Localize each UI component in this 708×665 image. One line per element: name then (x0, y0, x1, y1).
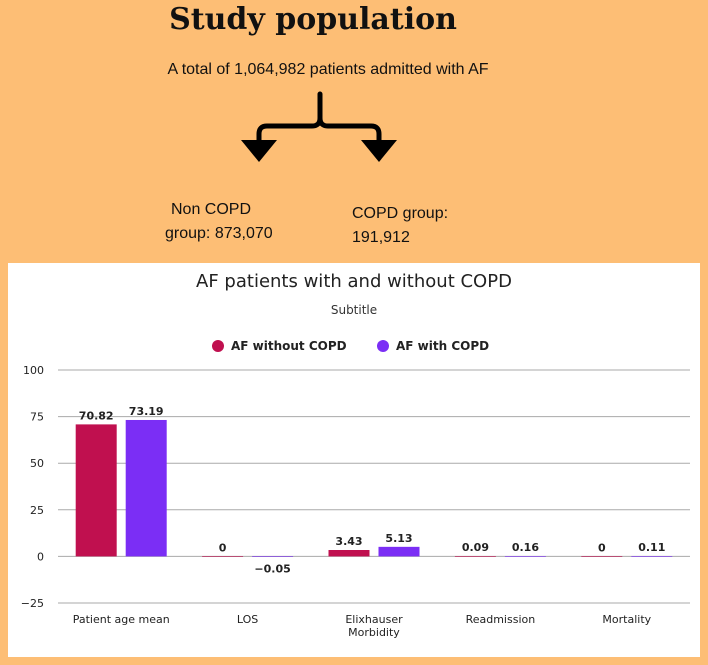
non-copd-line2: group: 873,070 (165, 225, 273, 242)
bar (252, 556, 294, 557)
chart-data-labels: 70.82 73.19 0 −0.05 3.43 5.13 0.09 0.16 0 0.11 (79, 405, 666, 575)
category-label: Patient age mean (73, 613, 170, 626)
category-label: LOS (237, 613, 258, 626)
y-tick-label: 0 (37, 550, 44, 563)
bar (125, 419, 167, 557)
bar (504, 556, 546, 557)
data-label: 3.43 (335, 535, 362, 548)
category-label: Morbidity (348, 626, 400, 639)
non-copd-group-label: Non COPD group: 873,070 (165, 198, 273, 246)
bar (75, 424, 117, 557)
bar (581, 556, 623, 557)
y-tick-label: 100 (23, 364, 44, 377)
data-label: 0 (219, 541, 227, 554)
split-arrow-icon (235, 90, 405, 170)
category-label: Readmission (466, 613, 536, 626)
copd-line2: 191,912 (352, 229, 410, 246)
chart-grid: 100 75 50 25 0 −25 (21, 364, 690, 610)
data-label: 0.11 (638, 541, 665, 554)
data-label: −0.05 (254, 562, 290, 575)
copd-group-label: COPD group: 191,912 (352, 202, 448, 250)
chart-subtitle: Subtitle (331, 303, 377, 317)
bar (631, 556, 673, 557)
data-label: 0.09 (462, 541, 489, 554)
legend-label: AF with COPD (396, 339, 489, 353)
page-title: Study population (169, 2, 457, 37)
non-copd-line1: Non COPD (171, 201, 252, 218)
bar (202, 556, 244, 557)
bar (454, 556, 496, 557)
data-label: 0.16 (512, 541, 539, 554)
y-tick-label: 50 (30, 457, 44, 470)
data-label: 73.19 (129, 405, 164, 418)
data-label: 0 (598, 541, 606, 554)
category-label: Elixhauser (345, 613, 403, 626)
bar (328, 550, 370, 557)
chart-title: AF patients with and without COPD (196, 271, 512, 292)
bar-chart: AF patients with and without COPD Subtit… (21, 271, 690, 639)
copd-line1: COPD group: (352, 205, 449, 222)
total-patients-text: A total of 1,064,982 patients admitted w… (167, 61, 489, 78)
data-label: 70.82 (79, 409, 114, 422)
chart-legend: AF without COPD AF with COPD (212, 339, 489, 353)
category-label: Mortality (602, 613, 651, 626)
chart-bars (75, 419, 673, 557)
y-tick-label: 25 (30, 504, 44, 517)
y-tick-label: 75 (30, 411, 44, 424)
legend-marker (377, 340, 389, 352)
data-label: 5.13 (385, 532, 412, 545)
y-tick-label: −25 (21, 597, 44, 610)
legend-label: AF without COPD (231, 339, 347, 353)
chart-card: AF patients with and without COPD Subtit… (8, 263, 700, 657)
legend-marker (212, 340, 224, 352)
bar (378, 546, 420, 557)
